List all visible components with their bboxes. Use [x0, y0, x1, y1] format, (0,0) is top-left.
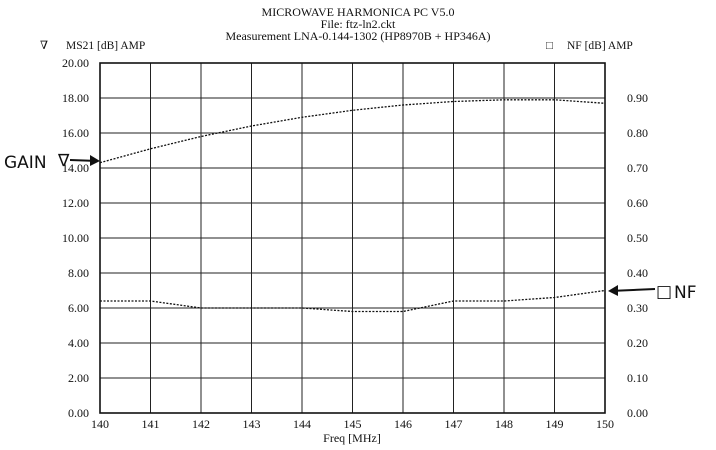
y-right-tick-label: 0.00: [627, 406, 648, 420]
x-tick-label: 149: [546, 417, 564, 431]
y-left-tick-label: 20.00: [62, 56, 89, 70]
chart-subtitle-file: File: ftz-ln2.ckt: [321, 17, 396, 31]
x-tick-label: 141: [142, 417, 160, 431]
y-right-tick-label: 0.10: [627, 371, 648, 385]
y-right-tick-label: 0.80: [627, 126, 648, 140]
y-left-tick-label: 8.00: [68, 266, 89, 280]
y-left-tick-label: 16.00: [62, 126, 89, 140]
series-lines: [99, 99, 606, 313]
y-left-tick-label: 14.00: [62, 161, 89, 175]
legend-left-label: MS21 [dB] AMP: [66, 40, 145, 52]
gain-annotation: GAIN ∇: [4, 151, 100, 173]
x-tick-label: 142: [192, 417, 210, 431]
x-tick-label: 145: [344, 417, 362, 431]
series-line-nf: [100, 289, 606, 313]
x-tick-label: 150: [596, 417, 614, 431]
x-axis-label: Freq [MHz]: [323, 431, 381, 445]
y-right-tick-label: 0.20: [627, 336, 648, 350]
nf-annotation: □ NF: [608, 282, 697, 303]
y-right-tick-label: 0.90: [627, 91, 648, 105]
nf-arrow-head: [608, 285, 618, 296]
nf-annotation-text: NF: [674, 283, 697, 303]
y-left-tick-label: 10.00: [62, 231, 89, 245]
gain-annotation-symbol: ∇: [57, 151, 70, 171]
x-tick-label: 143: [243, 417, 261, 431]
chart-title: MICROWAVE HARMONICA PC V5.0: [262, 5, 455, 19]
chart-subtitle-measurement: Measurement LNA-0.144-1302 (HP8970B + HP…: [225, 29, 490, 43]
x-tick-label: 140: [91, 417, 109, 431]
y-left-tick-label: 0.00: [68, 406, 89, 420]
y-right-tick-label: 0.50: [627, 231, 648, 245]
legend-left-symbol: ∇: [40, 40, 48, 52]
x-tick-label: 148: [495, 417, 513, 431]
legend-right-label: NF [dB] AMP: [567, 40, 633, 52]
gain-arrow-head: [90, 155, 100, 166]
y-right-tick-label: 0.60: [627, 196, 648, 210]
y-left-tick-label: 18.00: [62, 91, 89, 105]
y-right-tick-label: 0.30: [627, 301, 648, 315]
y-left-tick-labels: 0.00 2.00 4.00 6.00 8.00 10.00 12.00 14.00 16.00…: [62, 56, 89, 420]
y-left-tick-label: 2.00: [68, 371, 89, 385]
y-right-tick-label: 0.70: [627, 161, 648, 175]
y-right-tick-label: 0.40: [627, 266, 648, 280]
y-right-tick-labels: 0.00 0.10 0.20 0.30 0.40 0.50 0.60 0.70 0.80 0.90: [627, 91, 648, 420]
y-left-tick-label: 12.00: [62, 196, 89, 210]
nf-annotation-symbol: □: [656, 282, 672, 302]
x-tick-labels: 140 141 142 143 144 145 146 147 148 149 150: [91, 417, 614, 431]
x-tick-label: 146: [394, 417, 412, 431]
grid-lines: [100, 63, 605, 413]
y-left-tick-label: 4.00: [68, 336, 89, 350]
plot-frame: [99, 62, 606, 414]
y-left-tick-label: 6.00: [68, 301, 89, 315]
x-tick-label: 147: [445, 417, 463, 431]
gain-annotation-text: GAIN: [4, 153, 47, 173]
legend-right-symbol: □: [546, 40, 553, 52]
x-tick-label: 144: [293, 417, 311, 431]
